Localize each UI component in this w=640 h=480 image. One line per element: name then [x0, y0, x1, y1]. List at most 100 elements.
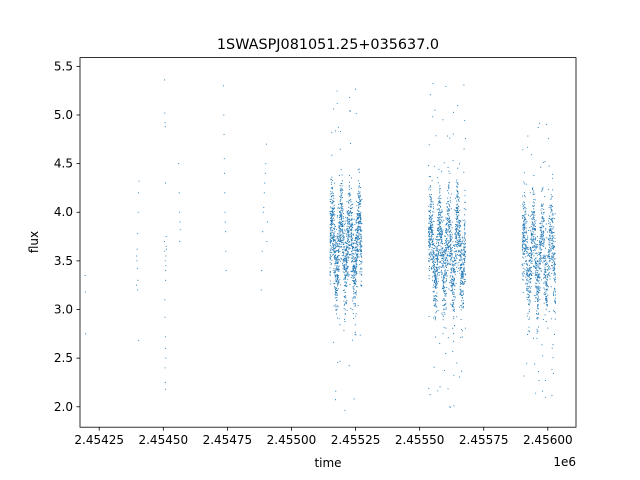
data-point: [435, 242, 438, 245]
data-point: [340, 130, 342, 133]
data-point: [355, 200, 358, 202]
data-point: [522, 149, 524, 151]
data-point: [544, 266, 546, 268]
data-point: [462, 293, 464, 295]
data-point: [448, 252, 450, 254]
data-point: [445, 290, 447, 292]
data-point: [446, 135, 449, 137]
data-point: [341, 213, 343, 215]
data-point: [334, 264, 336, 266]
data-point: [330, 234, 332, 236]
data-point: [428, 249, 430, 251]
data-point: [136, 268, 138, 270]
data-point: [358, 243, 360, 245]
data-point: [449, 220, 451, 222]
data-point: [353, 249, 355, 251]
data-point: [338, 268, 340, 270]
data-point: [553, 267, 555, 270]
data-point: [448, 262, 450, 264]
data-point: [460, 309, 462, 311]
data-point: [446, 243, 449, 246]
data-point: [342, 208, 344, 210]
data-point: [361, 240, 363, 242]
data-point: [344, 285, 347, 287]
data-point: [464, 237, 466, 239]
data-point: [356, 248, 358, 250]
data-point: [546, 284, 548, 286]
data-point: [458, 197, 460, 199]
data-point: [457, 182, 459, 185]
data-point: [344, 291, 347, 293]
data-point: [545, 290, 547, 292]
data-point: [359, 197, 361, 199]
data-point: [448, 288, 450, 290]
data-point: [351, 257, 353, 259]
data-point: [442, 261, 444, 263]
data-point: [331, 207, 333, 209]
data-point: [541, 217, 543, 219]
data-point: [545, 271, 547, 273]
data-point: [333, 228, 336, 230]
data-point: [338, 226, 340, 228]
data-point: [357, 197, 359, 199]
data-point: [345, 233, 347, 235]
data-point: [442, 282, 444, 284]
data-point: [440, 227, 442, 229]
data-point: [341, 193, 343, 195]
data-point: [329, 254, 331, 256]
data-point: [453, 317, 455, 319]
y-tick-label: 5.0: [54, 108, 73, 122]
data-point: [345, 256, 347, 258]
data-point: [447, 210, 449, 212]
data-point: [531, 188, 534, 190]
data-point: [451, 288, 454, 290]
data-point: [344, 223, 346, 225]
data-point: [523, 279, 525, 281]
data-point: [430, 230, 433, 232]
data-point: [552, 221, 554, 223]
data-point: [428, 214, 431, 217]
data-point: [331, 223, 333, 225]
data-point: [538, 261, 540, 263]
data-point: [351, 269, 353, 271]
data-point: [448, 185, 450, 187]
data-point: [354, 264, 356, 266]
data-point: [540, 249, 542, 251]
data-point: [332, 186, 334, 188]
data-point: [553, 273, 555, 275]
data-point: [353, 288, 355, 291]
data-point: [458, 214, 460, 216]
data-point: [339, 185, 341, 187]
data-point: [339, 207, 341, 210]
data-point: [463, 241, 465, 243]
data-point: [534, 233, 536, 236]
data-point: [342, 223, 344, 225]
data-point: [359, 259, 361, 261]
data-point: [531, 234, 533, 236]
data-point: [357, 169, 359, 171]
data-point: [360, 251, 362, 253]
data-point: [339, 235, 341, 237]
data-point: [537, 304, 539, 307]
data-point: [347, 256, 349, 258]
data-point: [354, 324, 356, 326]
data-point: [445, 265, 447, 267]
data-point: [355, 260, 357, 262]
data-point: [539, 258, 541, 260]
data-point: [331, 212, 333, 214]
data-point: [342, 259, 344, 261]
data-point: [348, 96, 351, 99]
data-point: [436, 282, 438, 284]
data-point: [344, 267, 346, 269]
data-point: [335, 390, 337, 392]
data-point: [535, 247, 537, 249]
data-point: [84, 274, 86, 277]
data-point: [431, 203, 433, 205]
data-point: [430, 193, 433, 195]
data-point: [455, 245, 457, 247]
data-point: [333, 250, 335, 252]
data-point: [359, 242, 361, 244]
data-point: [359, 228, 361, 230]
data-point: [433, 264, 435, 266]
data-point: [435, 295, 437, 297]
